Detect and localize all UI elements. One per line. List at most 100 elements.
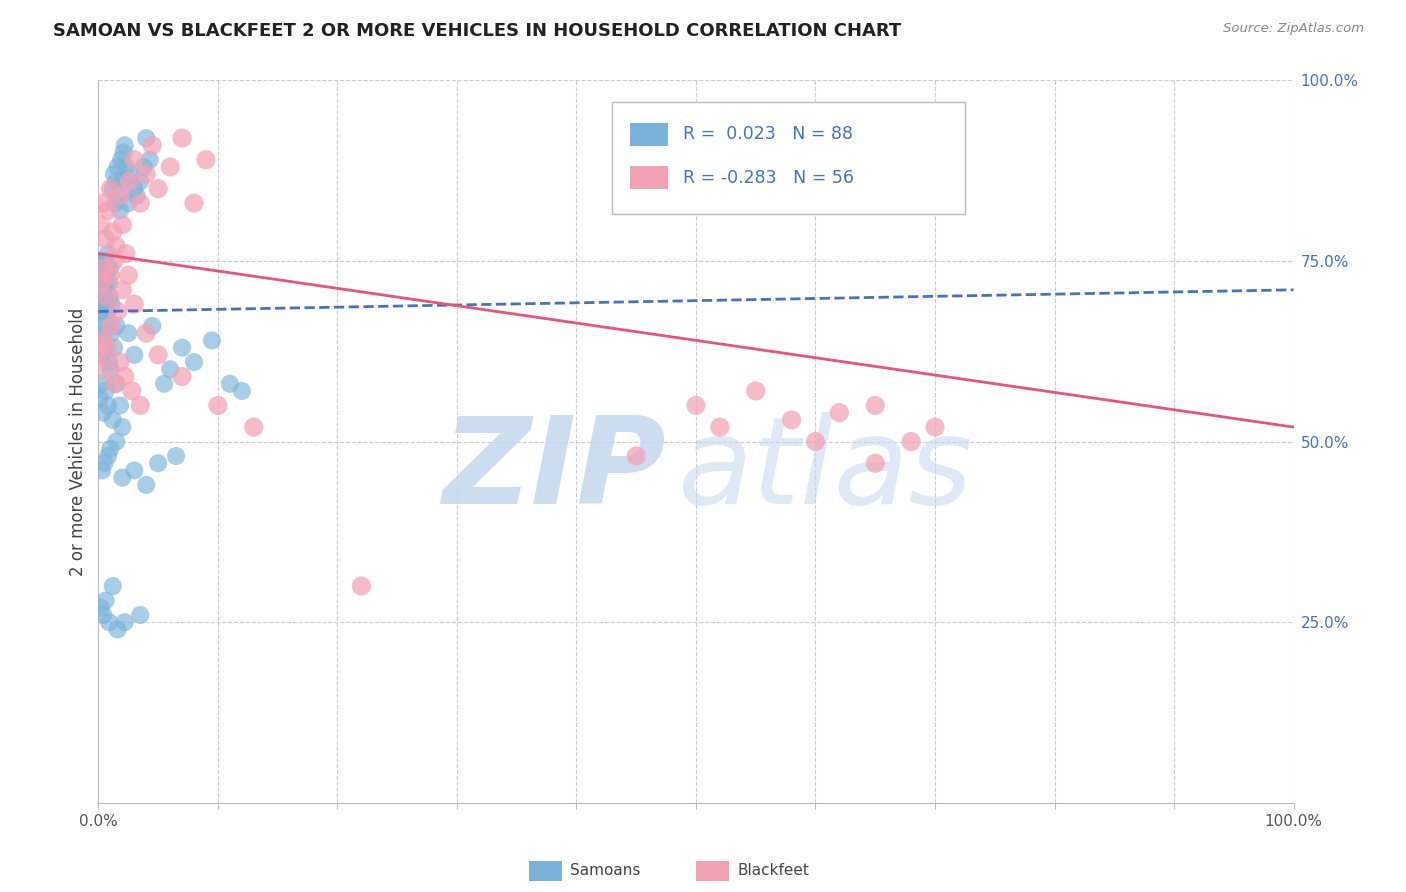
- Point: [104, 376, 127, 391]
- Point: [124, 463, 146, 477]
- Point: [89, 304, 111, 318]
- Point: [124, 182, 146, 196]
- Point: [172, 131, 194, 145]
- Point: [112, 145, 135, 160]
- Point: [114, 615, 136, 630]
- Text: ZIP: ZIP: [443, 412, 666, 529]
- Point: [111, 218, 134, 232]
- Point: [135, 167, 157, 181]
- Point: [89, 348, 111, 362]
- Point: [111, 174, 134, 188]
- Point: [97, 261, 120, 276]
- Bar: [630, 166, 668, 189]
- Point: [97, 449, 120, 463]
- Point: [141, 318, 163, 333]
- Point: [91, 463, 114, 477]
- Point: [105, 174, 128, 188]
- Point: [101, 579, 124, 593]
- Point: [98, 268, 122, 283]
- Point: [91, 268, 114, 283]
- Point: [159, 362, 181, 376]
- Point: [96, 290, 118, 304]
- Point: [93, 456, 115, 470]
- Point: [132, 160, 155, 174]
- Point: [91, 334, 114, 348]
- Point: [219, 376, 242, 391]
- Point: [94, 253, 117, 268]
- Point: [148, 182, 170, 196]
- Point: [98, 355, 121, 369]
- Bar: [696, 861, 730, 880]
- Point: [96, 304, 118, 318]
- Point: [98, 276, 121, 290]
- Point: [93, 290, 115, 304]
- Point: [804, 434, 827, 449]
- Point: [107, 160, 129, 174]
- Point: [780, 413, 803, 427]
- Point: [100, 326, 122, 341]
- Point: [96, 311, 118, 326]
- Point: [124, 153, 146, 167]
- Point: [101, 182, 124, 196]
- Point: [148, 348, 170, 362]
- Text: Samoans: Samoans: [571, 863, 641, 879]
- Point: [101, 225, 124, 239]
- Point: [900, 434, 922, 449]
- FancyBboxPatch shape: [613, 102, 965, 214]
- Point: [201, 334, 224, 348]
- Point: [924, 420, 946, 434]
- Point: [90, 376, 112, 391]
- Text: atlas: atlas: [678, 412, 973, 529]
- Point: [94, 268, 117, 283]
- Point: [129, 398, 152, 412]
- Point: [111, 471, 134, 485]
- Point: [98, 615, 121, 630]
- Point: [105, 434, 128, 449]
- Point: [91, 253, 114, 268]
- Point: [91, 406, 114, 420]
- Point: [94, 232, 117, 246]
- Point: [90, 290, 112, 304]
- Point: [96, 341, 118, 355]
- Point: [98, 362, 122, 376]
- Point: [94, 593, 117, 607]
- Point: [90, 600, 112, 615]
- Point: [103, 167, 125, 181]
- Point: [91, 283, 114, 297]
- Point: [114, 369, 136, 384]
- Point: [121, 384, 143, 398]
- Point: [159, 160, 181, 174]
- Point: [183, 196, 205, 211]
- Point: [108, 203, 131, 218]
- Point: [165, 449, 187, 463]
- Point: [97, 246, 120, 260]
- Point: [93, 261, 115, 276]
- Point: [91, 607, 114, 622]
- Point: [91, 326, 114, 341]
- Point: [195, 153, 218, 167]
- Point: [93, 283, 115, 297]
- Point: [101, 413, 124, 427]
- Point: [91, 276, 114, 290]
- Point: [89, 276, 111, 290]
- Point: [865, 456, 887, 470]
- Point: [115, 160, 138, 174]
- Point: [828, 406, 851, 420]
- Point: [231, 384, 253, 398]
- Point: [135, 478, 157, 492]
- Point: [118, 174, 141, 188]
- Point: [108, 189, 131, 203]
- Point: [117, 196, 139, 211]
- Point: [96, 297, 118, 311]
- Point: [129, 196, 152, 211]
- Point: [115, 246, 138, 260]
- Point: [98, 442, 122, 456]
- Point: [98, 261, 122, 276]
- Point: [129, 607, 152, 622]
- Text: Blackfeet: Blackfeet: [738, 863, 810, 879]
- Point: [89, 334, 111, 348]
- Point: [108, 398, 131, 412]
- Point: [709, 420, 731, 434]
- Point: [94, 362, 117, 376]
- Point: [100, 318, 122, 333]
